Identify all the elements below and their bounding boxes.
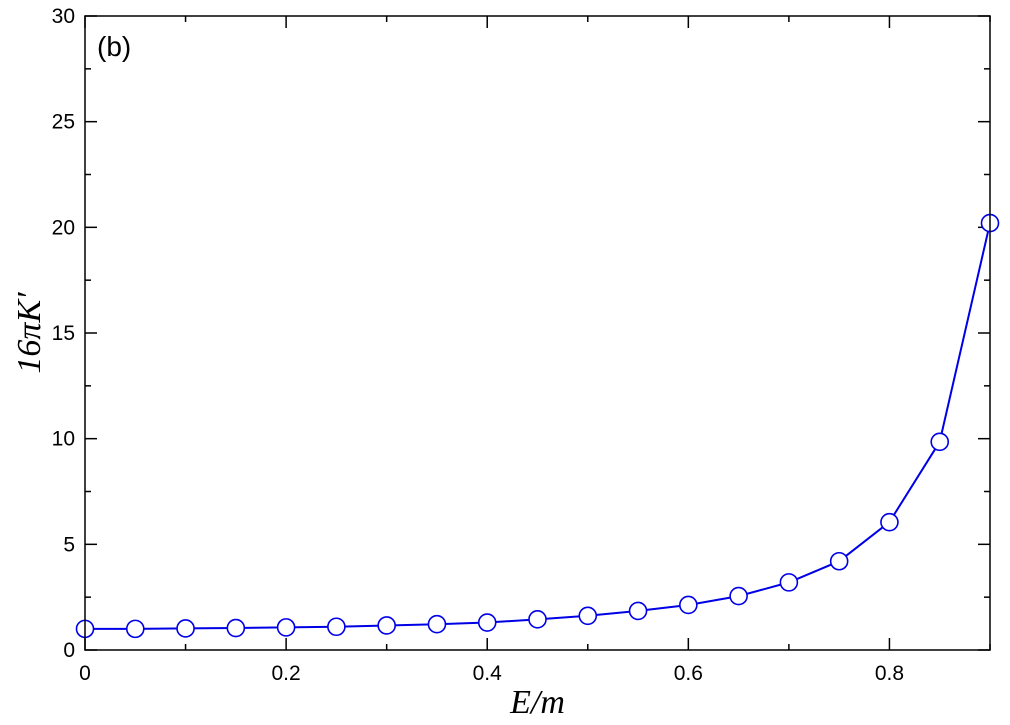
y-axis-title: 16πK′ — [11, 292, 48, 374]
y-tick-label: 30 — [52, 5, 75, 28]
data-point-marker — [477, 613, 497, 632]
panel-label: (b) — [97, 31, 131, 62]
y-tick-label: 15 — [52, 322, 75, 345]
data-point-marker — [176, 619, 195, 638]
x-tick-label: 0.8 — [875, 662, 904, 685]
plot-area-frame — [84, 15, 991, 651]
data-point-marker — [779, 573, 799, 592]
data-point-marker — [829, 551, 849, 571]
series-layer — [75, 213, 1000, 639]
data-point-marker — [930, 432, 950, 452]
y-tick-label: 5 — [63, 533, 75, 556]
data-point-marker — [880, 512, 899, 532]
x-tick-label: 0.6 — [674, 662, 703, 685]
data-point-marker — [377, 616, 396, 635]
data-point-marker — [226, 618, 246, 638]
data-point-marker — [679, 595, 698, 615]
x-axis-title: E/m — [509, 684, 565, 721]
data-point-marker — [327, 617, 346, 637]
x-tick-label: 0.2 — [272, 662, 301, 685]
data-point-marker — [578, 606, 598, 626]
y-tick-label: 0 — [63, 639, 75, 662]
x-tick-label: 0 — [79, 662, 91, 685]
series-line — [85, 222, 991, 630]
y-tick-label: 20 — [52, 216, 75, 239]
data-point-marker — [528, 610, 547, 629]
data-point-marker — [125, 619, 145, 639]
y-tick-label: 25 — [52, 111, 75, 134]
y-tick-label: 10 — [52, 428, 75, 451]
tick-labels: 0 0.2 0.4 0.6 0.8 0 5 10 15 20 25 30 — [52, 5, 904, 685]
axis-ticks — [84, 15, 991, 651]
data-point-marker — [628, 601, 648, 621]
data-point-marker — [729, 586, 748, 606]
data-point-marker — [276, 618, 296, 637]
data-point-marker — [427, 614, 447, 634]
x-tick-label: 0.4 — [473, 662, 503, 685]
